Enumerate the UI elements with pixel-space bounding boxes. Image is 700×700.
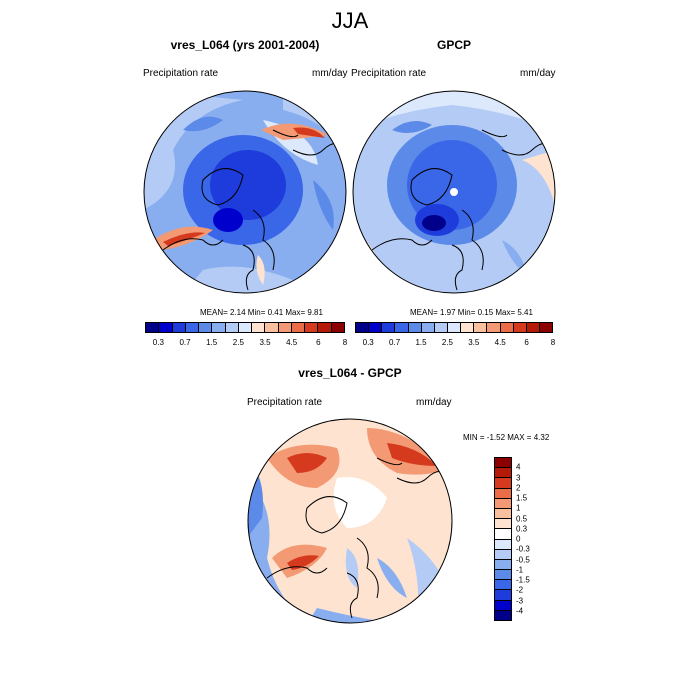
colorbar-swatch bbox=[369, 323, 383, 332]
colorbar-tick-label: 3 bbox=[516, 473, 521, 482]
panel1-unit-label: mm/day bbox=[312, 68, 348, 79]
colorbar-tick-label: 6 bbox=[316, 338, 321, 347]
colorbar-tick-label: 2 bbox=[516, 483, 521, 493]
panel2-stats: MEAN= 1.97 Min= 0.15 Max= 5.41 bbox=[410, 308, 533, 317]
colorbar-swatch bbox=[421, 323, 435, 332]
colorbar-tick-label: 3.5 bbox=[468, 338, 480, 347]
panel3-left-label: Precipitation rate bbox=[247, 397, 323, 408]
colorbar-swatch bbox=[199, 323, 213, 332]
colorbar-tick-label: 2.5 bbox=[232, 338, 244, 347]
colorbar-swatch bbox=[495, 458, 511, 469]
colorbar-tick-label: 3.5 bbox=[259, 338, 271, 347]
colorbar-tick-label: 0.3 bbox=[152, 338, 164, 347]
colorbar-swatch bbox=[539, 323, 553, 332]
colorbar-swatch bbox=[305, 323, 319, 332]
panel1-title: vres_L064 (yrs 2001-2004) bbox=[170, 38, 320, 52]
colorbar-tick-label: 0.7 bbox=[179, 338, 191, 347]
colorbar-swatch bbox=[513, 323, 527, 332]
colorbar-tick-label: -0.5 bbox=[516, 555, 530, 564]
colorbar-swatch bbox=[495, 508, 511, 520]
panel2-polar-map bbox=[352, 90, 556, 294]
colorbar-tick-label: 1 bbox=[516, 503, 521, 513]
colorbar-swatch bbox=[172, 323, 186, 332]
colorbar-tick-label: -0.3 bbox=[516, 544, 530, 554]
colorbar-tick-label: 0.3 bbox=[362, 338, 374, 347]
colorbar-tick-label: 6 bbox=[524, 338, 529, 347]
colorbar-swatch bbox=[252, 323, 266, 332]
panel2-left-label: Precipitation rate bbox=[351, 68, 427, 79]
colorbar-swatch bbox=[495, 468, 511, 479]
colorbar-swatch bbox=[500, 323, 514, 332]
colorbar-tick-label: 1.5 bbox=[516, 493, 528, 503]
colorbar-swatch bbox=[495, 610, 511, 620]
colorbar-tick-label: 8 bbox=[342, 338, 348, 347]
panel3-title: vres_L064 - GPCP bbox=[298, 366, 402, 380]
colorbar-swatch bbox=[495, 519, 511, 530]
colorbar-swatch bbox=[395, 323, 409, 332]
panel2-unit-label: mm/day bbox=[520, 68, 556, 79]
panel1-polar-map bbox=[143, 90, 347, 294]
panel1-colorbar bbox=[145, 322, 345, 333]
panel2-title: GPCP bbox=[436, 38, 471, 52]
main-title: JJA bbox=[331, 8, 369, 33]
colorbar-tick-label: 8 bbox=[550, 338, 556, 347]
colorbar-swatch bbox=[278, 323, 292, 332]
colorbar-tick-label: 1.5 bbox=[415, 338, 427, 347]
colorbar-tick-label: 4.5 bbox=[494, 338, 506, 347]
colorbar-swatch bbox=[159, 323, 173, 332]
colorbar-swatch bbox=[495, 529, 511, 540]
colorbar-swatch bbox=[474, 323, 488, 332]
colorbar-swatch bbox=[185, 323, 200, 332]
colorbar-swatch bbox=[526, 323, 540, 332]
colorbar-swatch bbox=[495, 498, 511, 509]
colorbar-swatch bbox=[238, 323, 253, 332]
colorbar-swatch bbox=[487, 323, 501, 332]
colorbar-swatch bbox=[495, 488, 511, 499]
colorbar-swatch bbox=[225, 323, 239, 332]
colorbar-swatch bbox=[265, 323, 279, 332]
colorbar-tick-label: -1.5 bbox=[516, 575, 530, 585]
colorbar-tick-label: 0.3 bbox=[516, 524, 528, 534]
colorbar-swatch bbox=[461, 323, 475, 332]
colorbar-tick-label: -3 bbox=[516, 596, 524, 605]
colorbar-tick-label: 0.5 bbox=[516, 514, 528, 523]
colorbar-swatch bbox=[146, 323, 160, 332]
colorbar-swatch bbox=[495, 478, 511, 489]
colorbar-swatch bbox=[331, 323, 344, 332]
colorbar-swatch bbox=[495, 600, 511, 611]
panel3-stats: MIN = -1.52 MAX = 4.32 bbox=[463, 433, 550, 442]
colorbar-tick-label: -4 bbox=[516, 606, 524, 616]
colorbar-swatch bbox=[408, 323, 422, 332]
panel3-unit-label: mm/day bbox=[416, 397, 452, 408]
colorbar-tick-label: 4.5 bbox=[286, 338, 298, 347]
colorbar-swatch bbox=[495, 580, 511, 591]
colorbar-swatch bbox=[495, 539, 511, 550]
colorbar-swatch bbox=[434, 323, 448, 332]
colorbar-tick-label: 4 bbox=[516, 462, 521, 472]
colorbar-swatch bbox=[212, 323, 226, 332]
colorbar-tick-label: -2 bbox=[516, 585, 524, 595]
colorbar-swatch bbox=[495, 590, 511, 601]
colorbar-swatch bbox=[495, 549, 511, 560]
colorbar-tick-label: 0 bbox=[516, 534, 521, 544]
colorbar-swatch bbox=[495, 559, 511, 571]
colorbar-swatch bbox=[318, 323, 332, 332]
panel3-polar-map bbox=[247, 418, 453, 624]
panel1-stats: MEAN= 2.14 Min= 0.41 Max= 9.81 bbox=[200, 308, 323, 317]
panel3-colorbar bbox=[494, 457, 512, 621]
colorbar-swatch bbox=[356, 323, 370, 332]
colorbar-swatch bbox=[382, 323, 396, 332]
colorbar-tick-label: 0.7 bbox=[389, 338, 401, 347]
colorbar-swatch bbox=[495, 570, 511, 581]
colorbar-tick-label: 1.5 bbox=[206, 338, 218, 347]
colorbar-swatch bbox=[291, 323, 306, 332]
colorbar-swatch bbox=[447, 323, 462, 332]
panel2-colorbar bbox=[355, 322, 553, 333]
panel3-colorbar-labels: 4 3 2 1.5 1 0.5 0.3 0 -0.3 -0.5 -1 -1.5 -2 -3 -4 bbox=[516, 457, 546, 621]
colorbar-tick-label: -1 bbox=[516, 565, 524, 575]
colorbar-tick-label: 2.5 bbox=[441, 338, 453, 347]
panel1-left-label: Precipitation rate bbox=[143, 68, 219, 79]
